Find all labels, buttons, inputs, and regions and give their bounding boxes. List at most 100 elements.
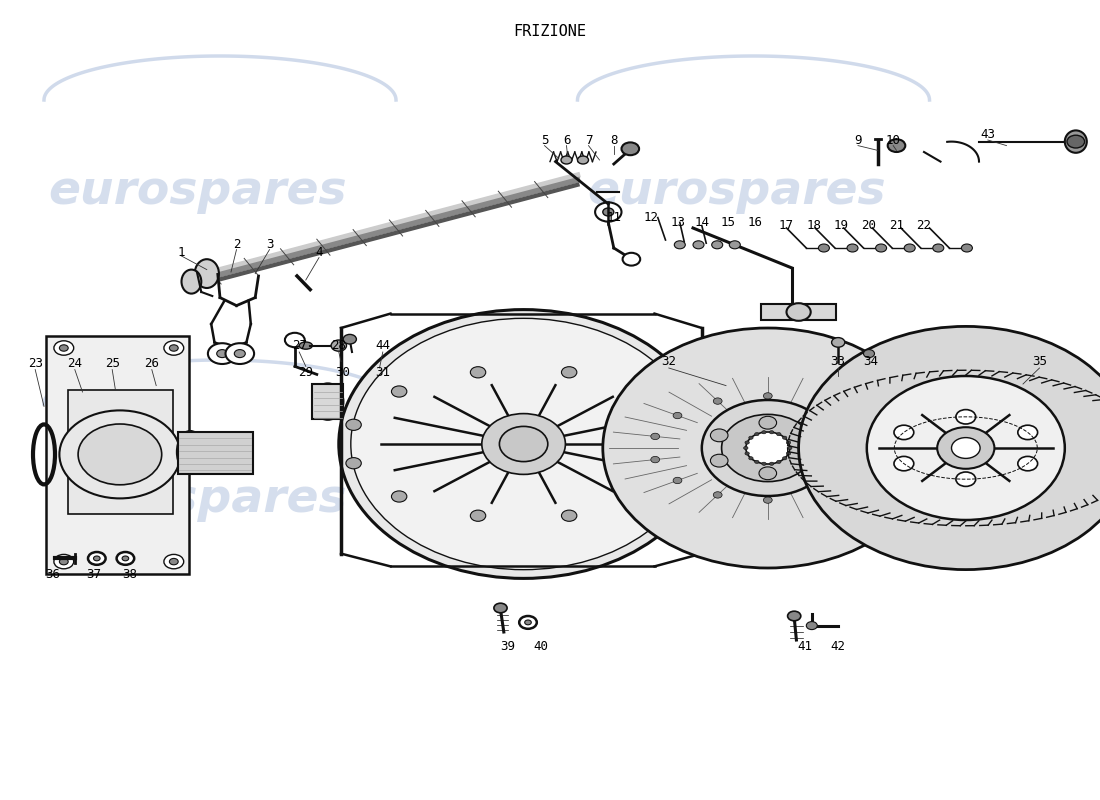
Text: 5: 5 [541, 134, 548, 146]
Circle shape [769, 430, 773, 434]
Text: 41: 41 [798, 640, 813, 653]
Text: FRIZIONE: FRIZIONE [514, 24, 586, 39]
Circle shape [745, 452, 749, 455]
Circle shape [782, 457, 786, 460]
Circle shape [744, 446, 748, 450]
Text: 33: 33 [830, 355, 846, 368]
Text: 2: 2 [233, 238, 240, 250]
Circle shape [806, 622, 817, 630]
Circle shape [713, 398, 722, 404]
Circle shape [578, 156, 588, 164]
Circle shape [956, 410, 976, 424]
Circle shape [217, 350, 228, 358]
Circle shape [640, 386, 656, 397]
Ellipse shape [363, 386, 396, 426]
Ellipse shape [356, 379, 403, 434]
Circle shape [673, 412, 682, 418]
Circle shape [749, 436, 754, 439]
Text: 3: 3 [266, 238, 273, 250]
Text: 37: 37 [86, 568, 101, 581]
Circle shape [759, 416, 777, 429]
Text: 19: 19 [834, 219, 849, 232]
Circle shape [722, 414, 814, 482]
Circle shape [339, 310, 708, 578]
Circle shape [786, 303, 811, 321]
Text: 9: 9 [855, 134, 861, 146]
Circle shape [164, 341, 184, 355]
Text: 16: 16 [747, 216, 762, 229]
Circle shape [122, 556, 129, 561]
Circle shape [876, 244, 887, 252]
Circle shape [494, 603, 507, 613]
Text: 25: 25 [104, 358, 120, 370]
Circle shape [759, 467, 777, 480]
Circle shape [786, 452, 791, 455]
Circle shape [471, 366, 486, 378]
Circle shape [693, 241, 704, 249]
Bar [312, 384, 343, 419]
Circle shape [788, 611, 801, 621]
Text: 26: 26 [144, 358, 159, 370]
Text: 23: 23 [28, 358, 43, 370]
Text: 44: 44 [375, 339, 390, 352]
Text: 31: 31 [375, 366, 390, 378]
Circle shape [640, 491, 656, 502]
Circle shape [961, 244, 972, 252]
Circle shape [623, 253, 640, 266]
Circle shape [854, 478, 862, 484]
Bar [761, 304, 836, 320]
Circle shape [956, 472, 976, 486]
Circle shape [799, 326, 1100, 570]
Text: 17: 17 [779, 219, 794, 232]
Circle shape [1018, 456, 1037, 470]
Circle shape [876, 434, 884, 440]
Text: 10: 10 [886, 134, 901, 146]
Circle shape [904, 244, 915, 252]
Circle shape [755, 433, 759, 436]
Circle shape [471, 510, 486, 522]
Circle shape [854, 412, 862, 418]
Text: 40: 40 [534, 640, 549, 653]
Circle shape [763, 497, 772, 503]
Circle shape [345, 458, 361, 469]
Ellipse shape [195, 259, 219, 288]
Circle shape [78, 424, 162, 485]
Circle shape [762, 462, 767, 466]
Circle shape [94, 556, 100, 561]
Circle shape [1018, 426, 1037, 439]
Ellipse shape [299, 342, 312, 349]
Circle shape [894, 456, 914, 470]
Circle shape [164, 554, 184, 569]
Text: 21: 21 [889, 219, 904, 232]
Circle shape [117, 552, 134, 565]
Text: 20: 20 [861, 219, 877, 232]
Circle shape [499, 426, 548, 462]
Text: 39: 39 [500, 640, 516, 653]
Circle shape [59, 558, 68, 565]
Ellipse shape [182, 270, 201, 294]
Text: 29: 29 [298, 366, 314, 378]
Circle shape [208, 343, 236, 364]
Circle shape [351, 318, 696, 570]
Circle shape [525, 620, 531, 625]
Circle shape [603, 328, 933, 568]
Circle shape [54, 554, 74, 569]
Text: eurospares: eurospares [587, 170, 887, 214]
Circle shape [711, 429, 728, 442]
Text: 13: 13 [670, 216, 685, 229]
Text: 32: 32 [661, 355, 676, 368]
Circle shape [711, 454, 728, 467]
Circle shape [561, 366, 576, 378]
Text: 12: 12 [644, 211, 659, 224]
Text: 27: 27 [292, 339, 307, 352]
Text: 24: 24 [67, 358, 82, 370]
Circle shape [674, 241, 685, 249]
Circle shape [777, 460, 781, 463]
Circle shape [814, 398, 823, 404]
Circle shape [673, 478, 682, 484]
Circle shape [621, 142, 639, 155]
Circle shape [952, 438, 980, 458]
Circle shape [847, 244, 858, 252]
Circle shape [713, 492, 722, 498]
Circle shape [88, 552, 106, 565]
